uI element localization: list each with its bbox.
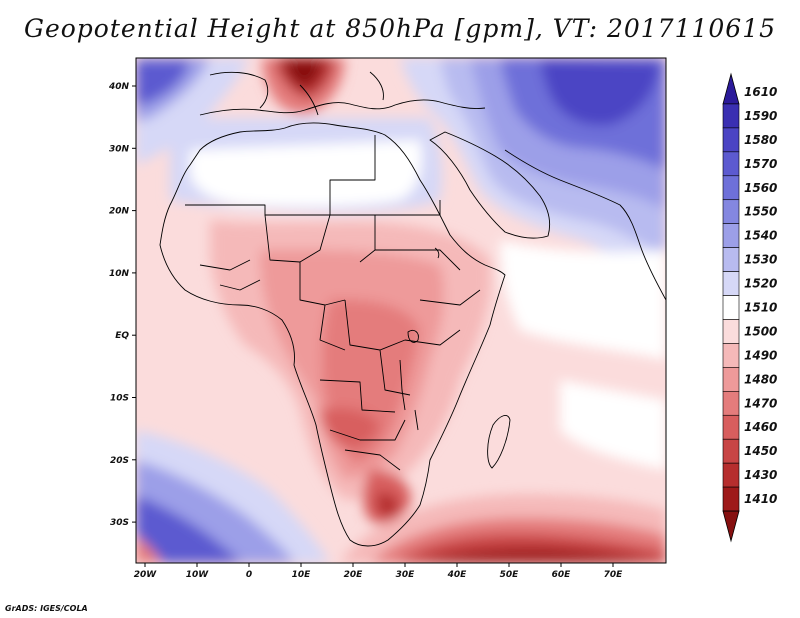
lon-tick-label: 0 [246, 570, 252, 580]
height-field [136, 58, 666, 563]
colorbar-label: 1530 [744, 253, 777, 267]
lon-tick-label: 40E [447, 570, 468, 580]
colorbar-swatch [722, 319, 740, 344]
longitude-axis: 20W 10W 0 10E 20E 30E 40E 50E 60E 70E [134, 563, 623, 580]
credit-text: GrADS: IGES/COLA [5, 604, 88, 613]
colorbar-label: 1520 [744, 277, 777, 291]
colorbar-label: 1540 [744, 229, 777, 243]
colorbar-label: 1490 [744, 348, 777, 362]
plot-frame [135, 57, 667, 564]
colorbar-label: 1460 [744, 420, 777, 434]
lon-tick-label: 10W [186, 570, 210, 580]
lat-tick-label: 20S [110, 456, 129, 466]
colorbar-label: 1550 [744, 205, 777, 219]
lat-tick-label: 40N [108, 82, 130, 92]
colorbar-swatch [722, 247, 740, 272]
colorbar-swatch [722, 367, 740, 392]
colorbar-bottom-triangle [722, 510, 740, 543]
map-title: Geopotential Height at 850hPa [gpm], VT:… [23, 14, 777, 43]
colorbar-label: 1450 [744, 444, 777, 458]
lon-tick-label: 30E [396, 570, 416, 580]
lon-tick-label: 20E [344, 570, 364, 580]
colorbar-swatch [722, 151, 740, 177]
colorbar-swatch [722, 103, 740, 129]
lon-tick-label: 60E [552, 570, 572, 580]
colorbar-label: 1580 [744, 133, 777, 147]
colorbar-label: 1430 [744, 468, 777, 482]
lat-tick-label: 10S [110, 394, 129, 404]
lat-tick-label: EQ [115, 331, 129, 341]
colorbar-label: 1410 [744, 492, 777, 506]
colorbar-swatch [722, 271, 740, 296]
colorbar: 1610 1590 1580 1570 1560 1550 1540 1530 1520 1510… [722, 72, 777, 543]
lat-tick-label: 30N [109, 144, 130, 154]
colorbar-label: 1560 [744, 181, 777, 195]
colorbar-label: 1470 [744, 396, 777, 410]
lat-tick-label: 20N [109, 207, 130, 217]
colorbar-label: 1610 [744, 85, 777, 99]
lon-tick-label: 70E [604, 570, 624, 580]
latitude-axis: 40N 30N 20N 10N EQ 10S 20S 30S [108, 82, 136, 528]
colorbar-swatch [722, 295, 740, 320]
colorbar-label: 1590 [744, 109, 777, 123]
colorbar-top-triangle [722, 72, 740, 105]
colorbar-label: 1480 [744, 372, 777, 386]
colorbar-label: 1500 [744, 324, 777, 338]
colorbar-label: 1510 [744, 301, 777, 315]
colorbar-swatch [722, 343, 740, 368]
lon-tick-label: 20W [134, 570, 158, 580]
colorbar-swatch [722, 223, 740, 248]
lat-tick-label: 30S [110, 518, 129, 528]
coastlines [159, 71, 666, 547]
colorbar-swatch [722, 486, 740, 512]
lon-tick-label: 50E [500, 570, 520, 580]
colorbar-swatch [722, 414, 740, 440]
colorbar-swatch [722, 127, 740, 153]
lat-tick-label: 10N [109, 269, 130, 279]
colorbar-label: 1570 [744, 157, 777, 171]
colorbar-swatch [722, 175, 740, 201]
colorbar-swatch [722, 462, 740, 488]
lon-tick-label: 10E [292, 570, 312, 580]
colorbar-swatch [722, 199, 740, 224]
colorbar-swatch [722, 438, 740, 464]
colorbar-swatch [722, 391, 740, 416]
